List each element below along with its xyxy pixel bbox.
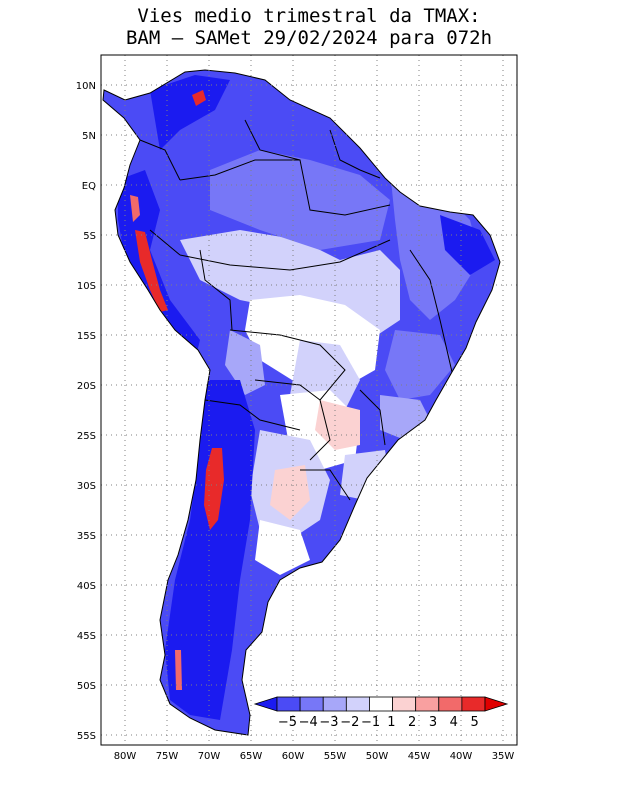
lat-label: 20S [77, 381, 96, 392]
colorbar-label: −5 [278, 715, 297, 730]
colorbar-label: 1 [387, 715, 395, 730]
map-title-line2: BAM – SAMet 29/02/2024 para 072h [125, 27, 493, 49]
lon-label: 35W [492, 751, 515, 762]
lat-label: EQ [82, 181, 96, 192]
colorbar-label: −1 [361, 715, 380, 730]
latitude-labels: 10N 5N EQ 5S 10S 15S 20S 25S 30S 35S 40S… [76, 81, 96, 742]
lon-label: 50W [366, 751, 389, 762]
lon-label: 75W [156, 751, 179, 762]
lon-label: 80W [114, 751, 137, 762]
lat-label: 40S [77, 581, 96, 592]
coastline-and-borders [102, 69, 501, 736]
lat-label: 35S [77, 531, 96, 542]
colorbar-label: 3 [429, 715, 437, 730]
lat-label: 45S [77, 631, 96, 642]
lat-label: 30S [77, 481, 96, 492]
colorbar-segment [484, 696, 509, 712]
colorbar-legend: −5 −4 −3 −2 −1 1 2 3 4 5 [253, 696, 509, 730]
lon-label: 65W [240, 751, 263, 762]
longitude-labels: 80W 75W 70W 65W 60W 55W 50W 45W 40W 35W [114, 751, 515, 762]
colorbar-label: −3 [319, 715, 338, 730]
map-frame-border [100, 54, 518, 746]
lat-label: 5N [82, 131, 96, 142]
colorbar-segment [461, 696, 486, 712]
colorbar-segment [299, 696, 324, 712]
lat-label: 10N [76, 81, 96, 92]
colorbar-segment [438, 696, 463, 712]
lon-label: 40W [450, 751, 473, 762]
colorbar-segment [369, 696, 393, 712]
colorbar-segment [392, 696, 417, 712]
colorbar-segment [345, 696, 370, 712]
colorbar-label: 5 [470, 715, 478, 730]
lat-label: 5S [83, 231, 96, 242]
lon-label: 55W [324, 751, 347, 762]
lat-label: 15S [77, 331, 96, 342]
lon-label: 60W [282, 751, 305, 762]
lat-label: 25S [77, 431, 96, 442]
lat-label: 55S [77, 731, 96, 742]
map-title-line1: Vies medio trimestral da TMAX: [137, 5, 481, 27]
lat-lon-grid [101, 55, 517, 745]
colorbar-segment [322, 696, 347, 712]
colorbar-label: 4 [450, 715, 458, 730]
lon-label: 70W [198, 751, 221, 762]
lat-label: 50S [77, 681, 96, 692]
lat-label: 10S [77, 281, 96, 292]
colorbar-label: −2 [340, 715, 359, 730]
colorbar-segment [415, 696, 440, 712]
colorbar-label: 2 [408, 715, 416, 730]
colorbar-label: −4 [299, 715, 318, 730]
lon-label: 45W [408, 751, 431, 762]
colorbar-segment [276, 696, 301, 712]
